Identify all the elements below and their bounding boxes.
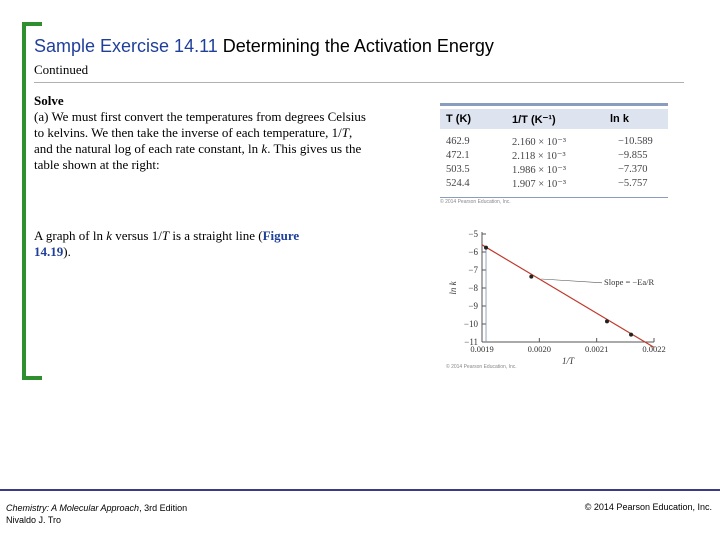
y-tick-label: −8 [468, 283, 478, 293]
graph-paragraph: A graph of ln k versus 1/T is a straight… [34, 228, 334, 260]
figure-link[interactable]: Figure 14.19 [34, 228, 300, 259]
y-axis-label: ln k [448, 280, 458, 294]
x-tick-label: 0.0019 [470, 344, 493, 354]
cell: −10.589 [618, 136, 653, 147]
graph-text-2: versus 1/ [112, 228, 162, 243]
data-point [629, 332, 634, 337]
x-axis-label: 1/T [562, 356, 575, 366]
table-bottom-rule [440, 197, 668, 198]
solve-var-t: T [341, 125, 349, 140]
solve-text-1: We must first convert the temperatures f… [34, 109, 366, 140]
bracket-top [22, 22, 42, 26]
graph-text-4: ). [63, 244, 71, 259]
header-inv-t: 1/T (K⁻¹) [512, 114, 556, 126]
cell: 2.118 × 10⁻³ [512, 151, 566, 162]
cell: −7.370 [618, 164, 648, 175]
slide-bracket [22, 22, 33, 380]
book-author: Nivaldo J. Tro [6, 515, 62, 525]
graph-text-1: A graph of ln [34, 228, 107, 243]
part-label: (a) [34, 109, 49, 124]
title-exercise-number: Sample Exercise 14.11 [34, 36, 218, 56]
cell: 2.160 × 10⁻³ [512, 137, 566, 148]
solve-heading: Solve [34, 93, 64, 108]
chart-credit: © 2014 Pearson Education, Inc. [446, 363, 517, 370]
cell: −5.757 [618, 178, 648, 189]
footer-copyright: © 2014 Pearson Education, Inc. [584, 502, 712, 512]
y-tick-label: −10 [464, 319, 479, 329]
page-title: Sample Exercise 14.11 Determining the Ac… [34, 36, 494, 57]
graph-text-3: is a straight line ( [169, 228, 263, 243]
table-row: 524.4 1.907 × 10⁻³ −5.757 [440, 178, 668, 192]
footer-citation: Chemistry: A Molecular Approach, 3rd Edi… [6, 502, 187, 526]
y-tick-label: −5 [468, 229, 478, 239]
data-point [604, 319, 609, 324]
title-text: Determining the Activation Energy [222, 36, 494, 56]
cell: 1.907 × 10⁻³ [512, 179, 566, 190]
solve-var-k: k [261, 141, 268, 156]
y-tick-label: −11 [464, 337, 478, 347]
table-row: 462.9 2.160 × 10⁻³ −10.589 [440, 136, 668, 150]
table-row: 472.1 2.118 × 10⁻³ −9.855 [440, 150, 668, 164]
cell: 503.5 [446, 164, 470, 175]
cell: 472.1 [446, 150, 470, 161]
header-t: T (K) [446, 113, 472, 125]
solve-text-3: . This gives us the table shown at the r… [34, 141, 362, 172]
subtitle: Continued [34, 62, 89, 77]
fit-line [481, 244, 655, 348]
graph-var-k: k [106, 228, 112, 243]
cell: 1.986 × 10⁻³ [512, 165, 566, 176]
table-top-rule [440, 103, 668, 106]
solve-paragraph: (a) We must first convert the temperatur… [34, 109, 374, 173]
header-lnk: ln k [610, 113, 629, 125]
x-tick-label: 0.0020 [528, 344, 551, 354]
footer-divider [0, 489, 720, 491]
book-title: Chemistry: A Molecular Approach [6, 503, 140, 513]
data-point [484, 245, 489, 250]
y-tick-label: −7 [468, 265, 478, 275]
book-edition: , 3rd Edition [139, 503, 188, 513]
bracket-bottom [22, 376, 42, 380]
slope-annotation: Slope = −Ea/R [604, 277, 655, 287]
table-credit: © 2014 Pearson Education, Inc. [440, 199, 511, 205]
x-tick-label: 0.0021 [585, 344, 608, 354]
x-tick-label: 0.0022 [642, 344, 665, 354]
table-row: 503.5 1.986 × 10⁻³ −7.370 [440, 164, 668, 178]
header-divider [34, 82, 684, 83]
graph-var-t: T [161, 228, 170, 243]
y-tick-label: −6 [468, 247, 478, 257]
cell: 462.9 [446, 136, 470, 147]
data-table: T (K) 1/T (K⁻¹) ln k 462.9 2.160 × 10⁻³ … [440, 103, 668, 205]
cell: 524.4 [446, 178, 470, 189]
annotation-leader [541, 278, 603, 284]
data-point [529, 274, 534, 279]
table-header: T (K) 1/T (K⁻¹) ln k [440, 109, 668, 129]
solve-text-2: , and the natural log of each rate const… [34, 125, 353, 156]
lnk-vs-invt-chart: −5 −6 −7 −8 −9 −10 −110.0019 0.0020 0.0021 0.0022… [446, 229, 666, 370]
y-tick-label: −9 [468, 301, 478, 311]
cell: −9.855 [618, 150, 648, 161]
